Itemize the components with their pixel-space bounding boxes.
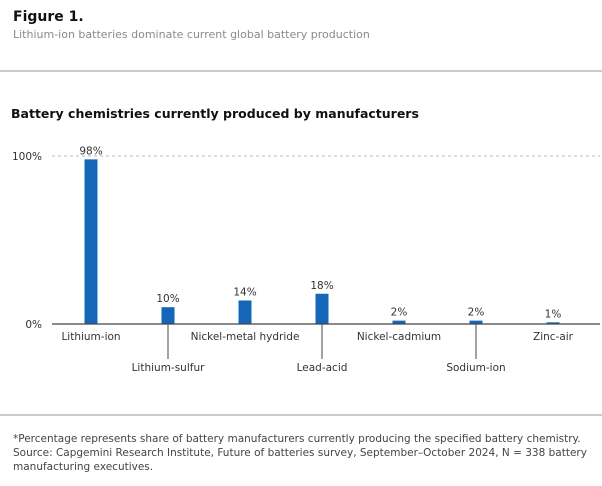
x-tick-label: Nickel-metal hydride <box>191 331 300 343</box>
bottom-divider <box>0 414 602 416</box>
data-label: 10% <box>156 293 179 305</box>
data-label: 18% <box>310 280 333 292</box>
bar <box>238 300 252 324</box>
data-label: 1% <box>545 308 562 320</box>
bar <box>392 320 406 324</box>
bar <box>546 322 560 324</box>
data-label: 2% <box>391 307 408 319</box>
y-tick-label: 100% <box>12 151 42 163</box>
x-tick-label: Lithium-sulfur <box>132 362 206 374</box>
footnote-note: *Percentage represents share of battery … <box>13 433 581 445</box>
top-divider <box>0 70 602 72</box>
x-tick-label: Sodium-ion <box>446 362 505 374</box>
figure-label: Figure 1. <box>13 9 84 25</box>
footnote: *Percentage represents share of battery … <box>13 432 593 474</box>
footnote-source: Source: Capgemini Research Institute, Fu… <box>13 447 587 473</box>
bar <box>315 293 329 324</box>
x-tick-label: Zinc-air <box>533 331 574 343</box>
chart-title: Battery chemistries currently produced b… <box>11 106 419 121</box>
x-tick-label: Lithium-ion <box>61 331 120 343</box>
y-tick-label: 0% <box>25 319 42 331</box>
data-label: 14% <box>233 286 256 298</box>
bar <box>84 159 98 324</box>
data-label: 98% <box>79 145 102 157</box>
bar <box>161 307 175 324</box>
x-tick-label: Lead-acid <box>297 362 348 374</box>
figure-subtitle: Lithium-ion batteries dominate current g… <box>13 28 370 41</box>
x-tick-label: Nickel-cadmium <box>357 331 441 343</box>
bar-chart: 100% 0% 98% Lithium-ion 10% Lithium-sulfur 14%… <box>12 145 600 374</box>
data-label: 2% <box>468 307 485 319</box>
bar <box>469 320 483 324</box>
